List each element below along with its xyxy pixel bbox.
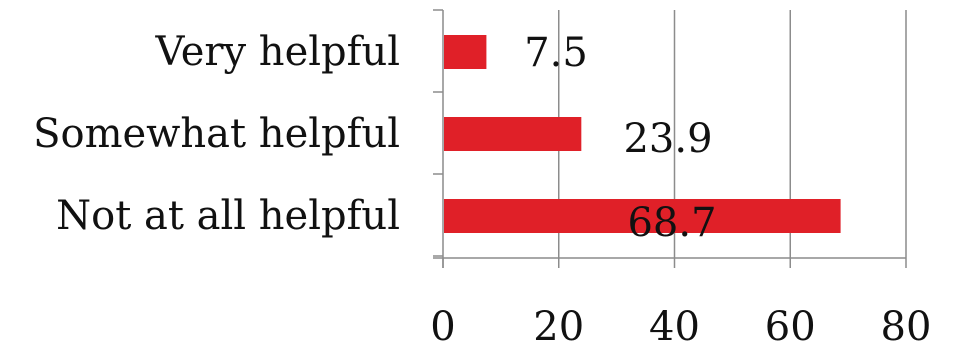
x-tick-label-80: 80 [881, 304, 932, 350]
category-label-1: Somewhat helpful [33, 111, 400, 157]
bar-0 [444, 35, 486, 69]
x-tick-label-0: 0 [430, 304, 455, 350]
x-tick-labels: 0 20 40 60 80 [430, 304, 931, 350]
x-tick-label-20: 20 [533, 304, 584, 350]
data-label-2: 68.7 [627, 200, 716, 246]
x-tick-label-60: 60 [765, 304, 816, 350]
category-labels: Very helpful Somewhat helpful Not at all h… [33, 29, 400, 239]
x-tick-label-40: 40 [649, 304, 700, 350]
bar-1 [444, 117, 581, 151]
data-label-0: 7.5 [524, 30, 588, 76]
category-label-2: Not at all helpful [56, 193, 400, 239]
category-label-0: Very helpful [154, 29, 400, 75]
data-label-1: 23.9 [623, 116, 712, 162]
